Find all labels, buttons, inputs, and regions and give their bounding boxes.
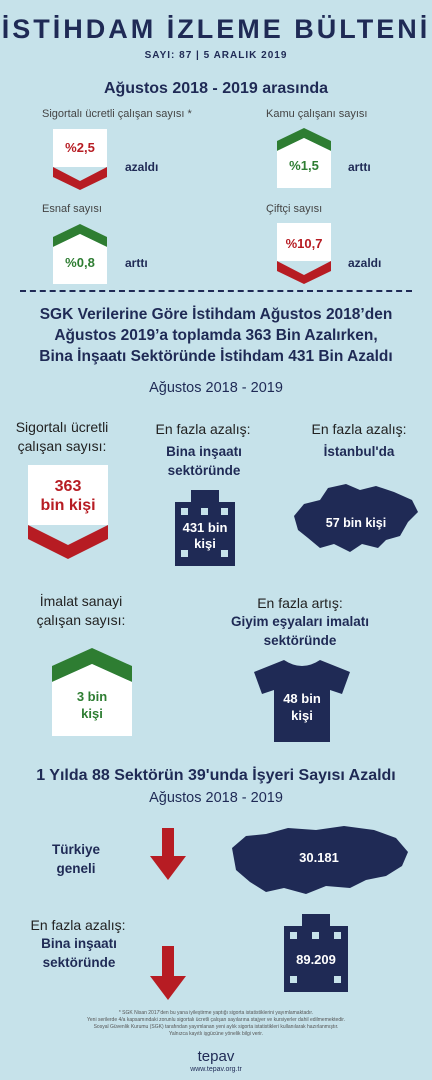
- section-divider: [20, 290, 412, 292]
- insured-employees-label: Sigortalı ücretli çalışan sayısı:: [0, 418, 124, 456]
- stat-trend-public: arttı: [348, 160, 371, 174]
- stat-value-public: %1,5: [289, 158, 319, 173]
- down-chevron-icon: [28, 465, 108, 559]
- stat-label-tradesmen: Esnaf sayısı: [42, 203, 102, 215]
- istanbul-map-icon: 57 bin kişi: [290, 478, 422, 558]
- page-title: İSTİHDAM İZLEME BÜLTENİ: [1, 14, 431, 44]
- footer-url[interactable]: www.tepav.org.tr: [190, 1066, 242, 1073]
- manufacturing-label-line2: çalışan sayısı:: [36, 612, 126, 628]
- up-chevron-icon: [277, 128, 331, 188]
- construction-wp-label-line1: Bina inşaatı: [41, 936, 117, 951]
- up-chevron-icon: [52, 648, 132, 736]
- construction-workplace-decrease-value: 89.209: [296, 952, 336, 967]
- building-icon: 89.209: [276, 914, 356, 992]
- tepav-logo: tepav: [197, 1048, 235, 1065]
- istanbul-label: İstanbul'da: [323, 444, 395, 459]
- footnotes: * SGK Nisan 2017'den bu yana iyileştirme…: [0, 1010, 432, 1038]
- construction-workplace-label: Bina inşaatı sektöründe: [34, 934, 124, 972]
- clothing-value-line1: 48 bin: [283, 691, 321, 706]
- manufacturing-label-line1: İmalat sanayi: [39, 593, 123, 609]
- max-decrease-label: En fazla azalış:: [155, 421, 251, 437]
- clothing-sector-label: Giyim eşyaları imalatı sektöründe: [210, 612, 390, 650]
- footnote-2: Yeni serilerde 4/a kapsamındaki zorunlu …: [87, 1017, 345, 1023]
- construction-wp-label-line2: sektöründe: [42, 955, 116, 970]
- stat-value-farmers: %10,7: [285, 236, 323, 251]
- down-chevron-icon: [277, 223, 331, 284]
- stat-label-farmers: Çiftçi sayısı: [266, 203, 323, 215]
- up-arrow-badge: 3 bin kişi: [52, 648, 132, 736]
- section1-heading: Ağustos 2018 - 2019 arasında: [103, 80, 329, 97]
- manufacturing-label: İmalat sanayi çalışan sayısı:: [22, 592, 140, 630]
- clothing-label-line2: sektöründe: [263, 633, 337, 648]
- section3-period: Ağustos 2018 - 2019: [149, 790, 283, 806]
- clothing-value-line2: kişi: [291, 708, 313, 723]
- istanbul-decrease-value: 57 bin kişi: [325, 516, 387, 530]
- turkey-label-line2: geneli: [56, 861, 96, 876]
- footnote-4: Yalnızca kayıtlı işgücüne yönelik bilgi …: [168, 1031, 264, 1037]
- manufacturing-value-line1: 3 bin: [76, 689, 108, 704]
- insured-decrease-value: 363 bin kişi: [28, 477, 108, 515]
- section2-heading-line1: SGK Verilerine Göre İstihdam Ağustos 201…: [39, 306, 393, 323]
- stat-trend-insured: azaldı: [125, 160, 159, 174]
- manufacturing-increase-value: 3 bin kişi: [52, 688, 132, 722]
- stat-value-insured: %2,5: [65, 140, 95, 155]
- turkey-workplace-decrease-value: 30.181: [299, 850, 339, 865]
- insured-label-line1: Sigortalı ücretli: [15, 419, 109, 435]
- max-decrease-label: En fazla azalış:: [311, 421, 407, 437]
- footnote-3: Sosyal Güvenlik Kurumu (SGK) tarafından …: [93, 1024, 339, 1030]
- stat-trend-farmers: azaldı: [348, 256, 382, 270]
- stat-label-insured: Sigortalı ücretli çalışan sayısı *: [42, 108, 192, 120]
- stat-trend-tradesmen: arttı: [125, 256, 148, 270]
- max-decrease-label: En fazla azalış:: [30, 917, 126, 933]
- insured-value-line2: bin kişi: [40, 497, 96, 514]
- section3-heading: 1 Yılda 88 Sektörün 39'unda İşyeri Sayıs…: [36, 767, 396, 784]
- insured-label-line2: çalışan sayısı:: [17, 438, 107, 454]
- tshirt-icon: 48 bin kişi: [250, 658, 354, 742]
- section2-heading-line3: Bina İnşaatı Sektöründe İstihdam 431 Bin…: [39, 348, 393, 365]
- turkey-overall-label: Türkiye geneli: [40, 840, 112, 878]
- down-arrow-badge: %10,7: [276, 222, 332, 284]
- down-arrow-icon: [150, 828, 186, 880]
- down-arrow-badge: 363 bin kişi: [28, 465, 108, 559]
- section2-period: Ağustos 2018 - 2019: [149, 380, 283, 396]
- building-icon: 431 bin kişi: [167, 490, 243, 566]
- stat-value-tradesmen: %0,8: [65, 255, 95, 270]
- stat-label-public: Kamu çalışanı sayısı: [266, 108, 368, 120]
- section2-heading: SGK Verilerine Göre İstihdam Ağustos 201…: [0, 304, 432, 367]
- construction-value-line2: kişi: [194, 536, 216, 551]
- construction-value-line1: 431 bin: [182, 520, 228, 535]
- insured-value-line1: 363: [54, 478, 82, 495]
- up-arrow-badge: %0,8: [52, 224, 108, 286]
- up-arrow-badge: %1,5: [276, 128, 332, 190]
- turkey-label-line1: Türkiye: [51, 842, 101, 857]
- down-arrow-badge: %2,5: [52, 128, 108, 190]
- construction-decrease-value: 431 bin kişi: [167, 520, 243, 552]
- construction-sector-label: Bina inşaatı sektöründe: [148, 442, 260, 480]
- clothing-increase-value: 48 bin kişi: [250, 690, 354, 724]
- manufacturing-value-line2: kişi: [81, 706, 103, 721]
- down-arrow-icon: [150, 946, 186, 1000]
- clothing-label-line1: Giyim eşyaları imalatı: [230, 614, 370, 629]
- turkey-map-icon: 30.181: [226, 822, 412, 902]
- issue-info: SAYI: 87 | 5 ARALIK 2019: [144, 50, 288, 61]
- footnote-1: * SGK Nisan 2017'den bu yana iyileştirme…: [118, 1010, 314, 1016]
- section2-heading-line2: Ağustos 2019’a toplamda 363 Bin Azalırke…: [54, 327, 378, 344]
- up-chevron-icon: [53, 224, 107, 284]
- down-chevron-icon: [53, 129, 107, 190]
- construction-label-line1: Bina inşaatı: [166, 444, 242, 459]
- max-increase-label: En fazla artış:: [257, 595, 343, 611]
- construction-label-line2: sektöründe: [167, 463, 241, 478]
